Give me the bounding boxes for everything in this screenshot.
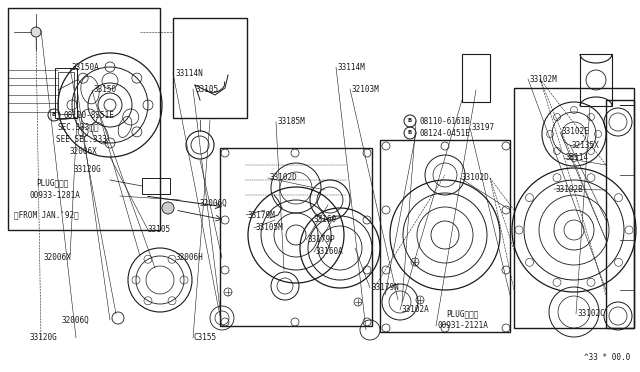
- Text: 33114N: 33114N: [175, 68, 203, 77]
- Bar: [173, 18, 247, 118]
- Text: ^33 * 00.0: ^33 * 00.0: [584, 353, 630, 362]
- Bar: [58, 72, 74, 114]
- Text: 08120-8351E: 08120-8351E: [64, 110, 115, 119]
- Bar: [220, 148, 372, 326]
- Text: 33102B: 33102B: [556, 185, 584, 193]
- Text: SEC.333参照: SEC.333参照: [58, 122, 100, 131]
- Text: PLUGプラグ: PLUGプラグ: [36, 179, 68, 187]
- Bar: [580, 54, 612, 106]
- Text: 33160: 33160: [314, 215, 337, 224]
- Text: PLUGプラグ: PLUGプラグ: [446, 310, 478, 318]
- Text: 33150A: 33150A: [72, 64, 100, 73]
- Text: B: B: [408, 131, 412, 135]
- Text: 33150: 33150: [94, 86, 117, 94]
- Circle shape: [31, 27, 41, 37]
- Text: 33197: 33197: [472, 124, 495, 132]
- Bar: [514, 88, 634, 328]
- Text: B: B: [52, 112, 56, 118]
- Bar: [606, 100, 634, 328]
- Text: 33102D: 33102D: [270, 173, 298, 183]
- Text: 00931-2121A: 00931-2121A: [438, 321, 489, 330]
- Text: 33102E: 33102E: [562, 128, 589, 137]
- Circle shape: [162, 202, 174, 214]
- Text: 32006X: 32006X: [70, 148, 98, 157]
- Text: 33120G: 33120G: [30, 334, 58, 343]
- Text: 33114: 33114: [566, 154, 589, 163]
- Text: 33185M: 33185M: [278, 118, 306, 126]
- Text: 33102C: 33102C: [578, 310, 605, 318]
- Text: 33102A: 33102A: [402, 305, 429, 314]
- Text: 33120G: 33120G: [74, 166, 102, 174]
- Text: 33114M: 33114M: [338, 62, 365, 71]
- Text: 00933-1281A: 00933-1281A: [30, 192, 81, 201]
- Text: 08124-0451E: 08124-0451E: [420, 128, 471, 138]
- Bar: [55, 68, 77, 118]
- Text: 33105: 33105: [148, 225, 171, 234]
- Text: 33105: 33105: [195, 84, 218, 93]
- Text: 33160A: 33160A: [316, 247, 344, 257]
- Text: 33179P: 33179P: [308, 235, 336, 244]
- Text: 32006X: 32006X: [44, 253, 72, 263]
- Bar: [8, 8, 160, 230]
- Text: 「FROM JAN.'92」: 「FROM JAN.'92」: [14, 211, 79, 219]
- Text: 32006Q: 32006Q: [62, 315, 90, 324]
- Text: B: B: [408, 119, 412, 124]
- Text: C3155: C3155: [194, 334, 217, 343]
- Text: 33105M: 33105M: [256, 224, 284, 232]
- Text: 33102D: 33102D: [462, 173, 490, 183]
- Text: 32103M: 32103M: [352, 84, 380, 93]
- Text: 32135X: 32135X: [572, 141, 600, 150]
- Text: 08110-6161B: 08110-6161B: [420, 116, 471, 125]
- Bar: [142, 178, 170, 194]
- Text: 33102M: 33102M: [530, 74, 557, 83]
- Bar: [462, 54, 490, 102]
- Bar: [380, 140, 510, 332]
- Text: SEE SEC.333: SEE SEC.333: [56, 135, 107, 144]
- Text: 33179M: 33179M: [248, 211, 276, 219]
- Text: 32006H: 32006H: [176, 253, 204, 263]
- Text: 32006Q: 32006Q: [200, 199, 228, 208]
- Text: 33179N: 33179N: [372, 283, 400, 292]
